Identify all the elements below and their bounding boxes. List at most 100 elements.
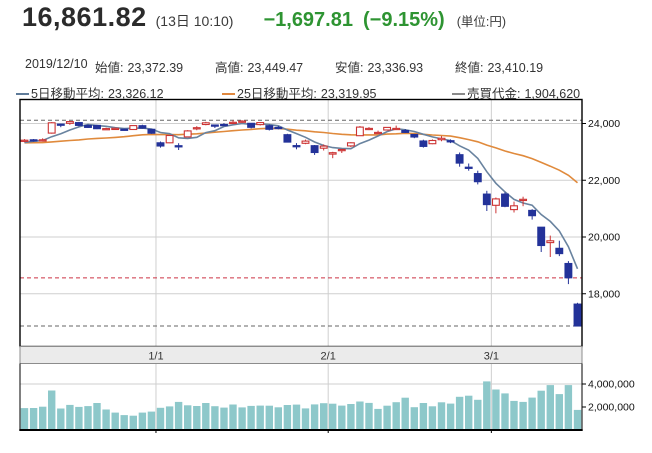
candle: [174, 145, 183, 148]
volume-bar: [292, 404, 301, 430]
low-value: 安値: 23,336.93: [335, 61, 424, 75]
volume-bar: [483, 381, 491, 430]
candle: [147, 128, 156, 134]
volume-bar: [455, 396, 464, 430]
month-label: 3/1: [484, 351, 499, 363]
unit-label: (単位:円): [456, 15, 507, 29]
month-label: 1/1: [148, 351, 163, 363]
volume-bar: [564, 385, 573, 430]
candle: [220, 123, 228, 127]
candle: [129, 125, 138, 131]
quote-time: (13日 10:10): [155, 13, 234, 29]
volume-bar: [492, 389, 500, 430]
candle: [183, 130, 192, 138]
candle: [555, 247, 564, 255]
candle: [247, 122, 256, 128]
volume-tick-label: 2,000,000: [588, 402, 635, 414]
candle: [292, 145, 301, 148]
candle: [528, 209, 537, 217]
candle: [29, 139, 38, 142]
candle: [156, 142, 165, 147]
volume-bar: [383, 405, 391, 430]
volume-bar: [338, 405, 346, 430]
date-axis-band: [19, 346, 583, 364]
candle: [519, 198, 528, 202]
candle: [256, 122, 265, 126]
volume-bar: [501, 393, 509, 430]
ma25-line-swatch: [222, 93, 235, 95]
volume-bar: [129, 415, 137, 430]
candle: [501, 193, 509, 207]
candlesticks: [20, 120, 582, 327]
candle: [546, 240, 555, 244]
candle: [446, 140, 455, 143]
volume-bar: [510, 400, 518, 430]
volume-bar: [365, 402, 373, 430]
volume-bar: [138, 412, 147, 430]
price-tick-label: 22,000: [588, 175, 620, 187]
candle: [201, 122, 210, 126]
volume-bar: [256, 405, 264, 430]
volume-bar: [93, 403, 101, 430]
volume-bar: [66, 404, 74, 430]
candle: [374, 131, 382, 135]
volume-bar: [428, 406, 437, 430]
candle: [346, 142, 355, 147]
volume-bar: [20, 408, 29, 430]
axis-labels: 18,000 20,000 22,000 24,000 2,000,000 4,000,0…: [148, 118, 635, 433]
candle: [274, 126, 283, 130]
candle: [38, 139, 47, 142]
ma25-line: [24, 127, 579, 184]
price-change-percent: (−9.15%): [362, 9, 445, 31]
volume-bar: [446, 403, 455, 430]
volume-bar: [75, 406, 83, 430]
price-change: −1,697.81: [263, 9, 353, 31]
month-label: 2/1: [321, 351, 336, 363]
volume-bar: [39, 406, 47, 430]
price-header: 16,861.82 (13日 10:10) −1,697.81 (−9.15%)…: [22, 2, 506, 33]
candle: [229, 121, 237, 125]
volume-bar: [247, 405, 255, 430]
candle: [510, 205, 518, 211]
open-value: 始値: 23,372.39: [95, 61, 184, 75]
candle: [283, 134, 292, 143]
volume-bar: [465, 395, 473, 430]
volume-bar: [283, 405, 292, 430]
volume-bar: [265, 405, 273, 430]
volume-bar: [356, 401, 364, 430]
volume-bar: [29, 408, 38, 430]
candle: [355, 126, 364, 137]
candle: [410, 133, 419, 138]
candle: [455, 154, 464, 164]
price-tick-label: 20,000: [588, 232, 620, 244]
quote-date: 2019/12/10: [25, 57, 88, 71]
candle: [238, 120, 247, 123]
candle: [84, 124, 92, 128]
volume-bar: [184, 405, 192, 430]
volume-bar: [111, 412, 119, 430]
candle: [537, 226, 546, 247]
candle: [564, 262, 573, 279]
volume-bar: [419, 403, 428, 430]
candle: [102, 128, 111, 131]
volume-bar: [537, 390, 545, 430]
volume-bar: [437, 402, 446, 430]
volume-bar: [474, 399, 482, 430]
candle: [328, 152, 337, 155]
volume-bar: [165, 406, 174, 430]
legend-ma5: 5日移動平均: 23,326.12: [16, 83, 164, 102]
volume-bar: [229, 404, 237, 430]
candle: [65, 121, 74, 124]
candle: [74, 122, 83, 126]
volume-tick-label: 4,000,000: [588, 379, 635, 391]
candle: [93, 124, 101, 130]
candle: [20, 139, 29, 142]
volume-bars: [20, 381, 582, 430]
volume-bar: [174, 401, 183, 430]
candle: [473, 173, 482, 183]
price-tick-label: 24,000: [588, 118, 620, 130]
candle: [192, 127, 201, 130]
volume-bar: [320, 403, 328, 430]
price-tick-label: 18,000: [588, 288, 620, 300]
